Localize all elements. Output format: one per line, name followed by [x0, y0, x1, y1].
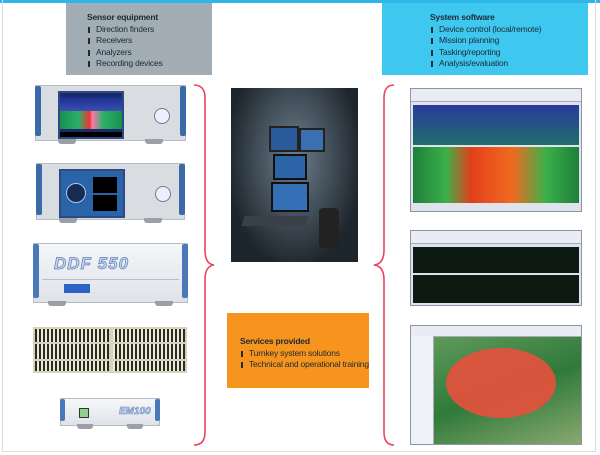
- list-item: Device control (local/remote): [430, 24, 588, 36]
- software-screenshot-tasking: [410, 230, 582, 306]
- services-title: Services provided: [240, 336, 310, 346]
- sensor-equipment-title: Sensor equipment: [87, 12, 158, 22]
- list-item: Receivers: [87, 35, 212, 47]
- software-screenshot-spectrum: [410, 88, 582, 212]
- list-item: Turnkey system solutions: [240, 348, 369, 360]
- list-item: Tasking/reporting: [430, 47, 588, 59]
- services-box: Services provided Turnkey system solutio…: [227, 313, 369, 388]
- receiver-device-image: [35, 85, 186, 144]
- list-item: Analyzers: [87, 47, 212, 59]
- sensor-equipment-box: Sensor equipment Direction finders Recei…: [66, 3, 212, 75]
- system-software-box: System software Device control (local/re…: [382, 3, 588, 75]
- list-item: Mission planning: [430, 35, 588, 47]
- list-item: Technical and operational training: [240, 359, 369, 371]
- software-screenshot-map: [410, 325, 582, 445]
- list-item: Analysis/evaluation: [430, 58, 588, 70]
- top-rule: [0, 0, 600, 3]
- direction-finder-device-image: DDF 550: [33, 243, 188, 306]
- brace-left: [193, 84, 215, 446]
- list-item: Direction finders: [87, 24, 212, 36]
- system-software-title: System software: [430, 12, 495, 22]
- portable-receiver-device-image: EM100: [60, 398, 160, 429]
- control-room-photo: [231, 88, 358, 262]
- list-item: Recording devices: [87, 58, 212, 70]
- analyzer-device-image: [36, 163, 185, 223]
- recording-device-image: [33, 327, 187, 373]
- brace-right: [373, 84, 395, 446]
- ddf550-logo: DDF 550: [54, 254, 130, 274]
- em100-logo: EM100: [119, 406, 151, 418]
